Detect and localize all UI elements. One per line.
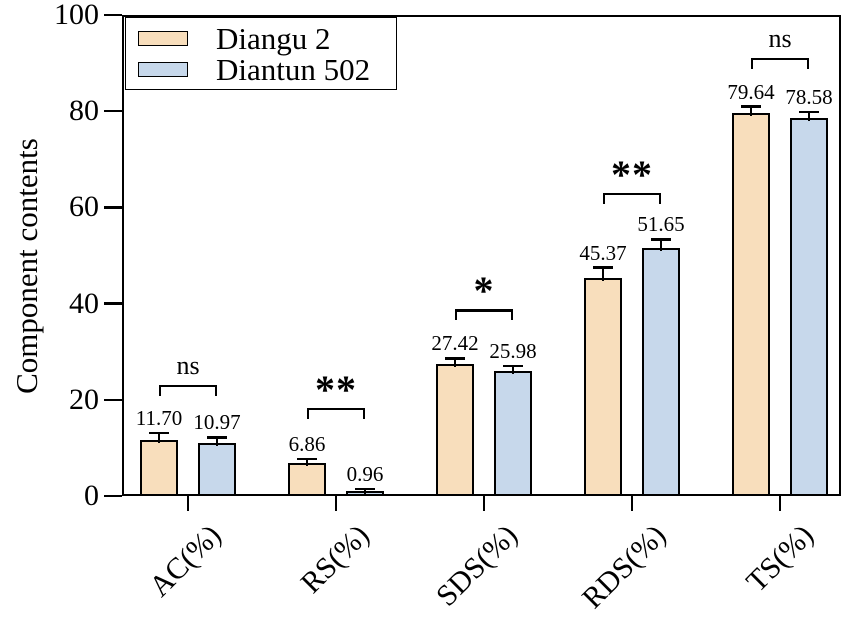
error-bar-cap	[593, 266, 613, 269]
x-tick	[778, 496, 782, 511]
legend-swatch-icon	[138, 62, 188, 77]
significance-bracket-end	[455, 309, 458, 321]
significance-bracket-end	[362, 408, 365, 419]
error-bar-stem	[601, 267, 605, 281]
y-tick-label: 100	[54, 0, 99, 32]
significance-bracket	[307, 408, 365, 411]
bar-value-label: 0.96	[346, 461, 384, 486]
error-bar-stem	[363, 488, 367, 495]
legend-label: Diantun 502	[216, 52, 371, 87]
error-bar-stem	[157, 432, 161, 443]
bar-value-label: 51.65	[637, 212, 685, 237]
significance-label: **	[315, 367, 357, 412]
legend-row: Diangu 2	[138, 23, 386, 54]
bar-value-label: 27.42	[431, 331, 479, 356]
bar-value-label: 45.37	[579, 240, 627, 265]
significance-bracket-end	[751, 57, 754, 69]
bar-value-label: 78.58	[785, 85, 833, 110]
error-bar-cap	[207, 436, 227, 439]
bar-value-label: 25.98	[489, 338, 537, 363]
error-bar-stem	[453, 358, 457, 368]
y-tick	[104, 302, 122, 305]
x-category-label: TS(%)	[740, 518, 820, 599]
y-tick	[104, 206, 122, 209]
significance-bracket-end	[307, 408, 310, 419]
error-bar-stem	[749, 106, 753, 116]
bar-value-label: 10.97	[193, 410, 241, 435]
error-bar-cap	[445, 357, 465, 360]
y-tick-label: 60	[69, 190, 99, 224]
error-bar-cap	[297, 457, 317, 461]
x-category-label: RS(%)	[294, 518, 376, 600]
x-tick	[334, 496, 338, 511]
bar-diangu-2	[436, 364, 474, 496]
error-bar-cap	[651, 238, 671, 241]
y-tick-label: 80	[69, 94, 99, 128]
legend-row: Diantun 502	[138, 54, 386, 85]
bar-diantun-502	[494, 371, 532, 496]
significance-label: ns	[176, 350, 200, 380]
significance-bracket	[751, 57, 809, 61]
error-bar-stem	[807, 112, 811, 122]
bar-value-label: 11.70	[135, 405, 183, 430]
legend-label: Diangu 2	[216, 21, 331, 56]
significance-bracket-end	[806, 57, 809, 69]
bar-diantun-502	[642, 247, 680, 496]
legend: Diangu 2 Diantun 502	[125, 17, 397, 90]
significance-bracket	[603, 192, 661, 195]
y-axis-title: Component contents	[9, 138, 44, 394]
plot-area	[122, 15, 841, 496]
significance-label: ns	[768, 23, 792, 53]
bar-diangu-2	[288, 463, 326, 496]
bar-diantun-502	[198, 443, 236, 496]
x-tick	[630, 496, 634, 511]
significance-bracket-end	[159, 384, 162, 396]
bar-value-label: 6.86	[288, 432, 326, 457]
x-tick	[482, 496, 486, 511]
bar-diangu-2	[584, 277, 622, 496]
significance-bracket-end	[510, 309, 513, 321]
y-tick-label: 20	[69, 382, 99, 416]
error-bar-cap	[799, 111, 819, 114]
legend-swatch-icon	[138, 31, 188, 46]
significance-bracket	[455, 309, 513, 312]
x-category-label: AC(%)	[143, 518, 228, 604]
y-tick-label: 0	[84, 479, 99, 512]
error-bar-cap	[149, 431, 169, 435]
error-bar-stem	[659, 239, 663, 251]
y-tick	[104, 398, 122, 401]
significance-bracket-end	[603, 192, 606, 204]
bar-diangu-2	[732, 112, 770, 496]
significance-label: **	[611, 151, 653, 197]
bar-diangu-2	[140, 439, 178, 496]
x-category-label: SDS(%)	[429, 518, 524, 613]
error-bar-stem	[511, 365, 515, 375]
error-bar-stem	[215, 437, 219, 447]
significance-bracket-end	[214, 384, 217, 396]
significance-label: *	[473, 268, 495, 314]
significance-bracket-end	[658, 192, 661, 204]
y-tick	[104, 13, 122, 17]
y-tick-label: 40	[69, 286, 99, 320]
y-tick	[104, 110, 122, 113]
y-tick	[104, 494, 122, 498]
significance-bracket	[159, 384, 217, 388]
error-bar-cap	[355, 487, 375, 491]
x-tick	[186, 496, 190, 511]
error-bar-stem	[305, 459, 309, 466]
error-bar-cap	[503, 364, 523, 367]
bar-value-label: 79.64	[727, 79, 775, 104]
x-category-label: RDS(%)	[575, 518, 672, 615]
error-bar-cap	[741, 105, 761, 108]
bar-diantun-502	[790, 118, 828, 496]
